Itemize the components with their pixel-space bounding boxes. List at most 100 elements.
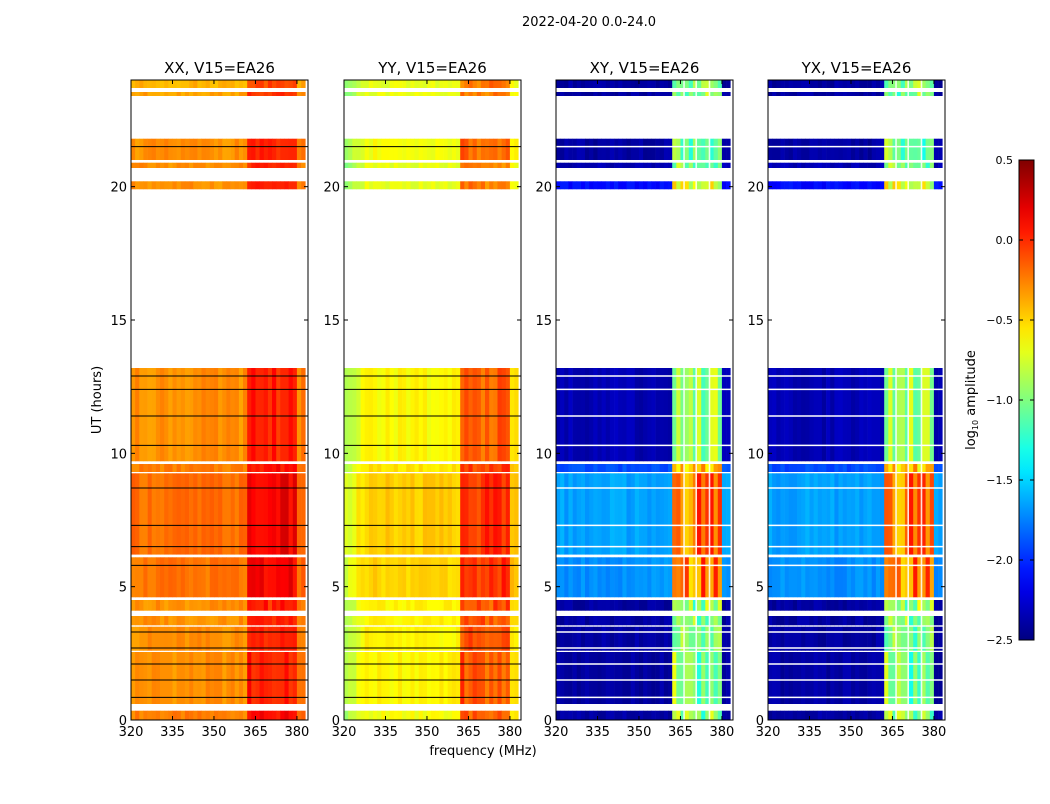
- heatmap-cell: [493, 464, 498, 472]
- heatmap-cell: [884, 92, 889, 96]
- heatmap-cell: [489, 626, 494, 651]
- heatmap-cell: [622, 710, 627, 720]
- heatmap-cell: [301, 368, 306, 462]
- heatmap-cell: [422, 626, 428, 651]
- heatmap-cell: [875, 80, 881, 88]
- heatmap-cell: [447, 600, 453, 611]
- figure-title: 2022-04-20 0.0-24.0: [522, 15, 656, 30]
- heatmap-cell: [709, 626, 714, 651]
- heatmap-cell: [659, 368, 665, 462]
- heatmap-cell: [373, 92, 378, 96]
- heatmap-cell: [688, 616, 694, 626]
- heatmap-cell: [655, 557, 661, 598]
- heatmap-cell: [168, 557, 173, 598]
- colorbar-tick-label: −2.0: [986, 554, 1013, 567]
- heatmap-cell: [251, 464, 256, 472]
- heatmap-cell: [630, 600, 636, 611]
- heatmap-cell: [464, 181, 469, 190]
- heatmap-cell: [713, 464, 719, 472]
- heatmap-cell: [680, 92, 685, 96]
- heatmap-cell: [410, 138, 415, 160]
- heatmap-cell: [572, 600, 578, 611]
- heatmap-cell: [888, 368, 893, 462]
- heatmap-cell: [360, 368, 366, 462]
- heatmap-cell: [913, 138, 918, 160]
- heatmap-cell: [792, 162, 798, 168]
- heatmap-cell: [797, 710, 802, 720]
- heatmap-cell: [929, 80, 935, 88]
- heatmap-cell: [427, 464, 432, 472]
- heatmap-cell: [846, 162, 852, 168]
- heatmap-cell: [193, 138, 198, 160]
- heatmap-cell: [476, 626, 482, 651]
- heatmap-cell: [131, 557, 136, 598]
- heatmap-cell: [456, 626, 461, 651]
- heatmap-cell: [846, 616, 852, 626]
- heatmap-cell: [925, 652, 931, 704]
- heatmap-cell: [147, 600, 153, 611]
- heatmap-cell: [431, 368, 436, 462]
- heatmap-cell: [263, 92, 269, 96]
- heatmap-cell: [630, 80, 636, 88]
- heatmap-cell: [280, 464, 285, 472]
- heatmap-cell: [180, 616, 186, 626]
- heatmap-cell: [826, 138, 831, 160]
- heatmap-cell: [468, 162, 473, 168]
- heatmap-cell: [135, 138, 140, 160]
- heatmap-cell: [348, 616, 353, 626]
- heatmap-cell: [151, 368, 157, 462]
- heatmap-cell: [792, 80, 798, 88]
- heatmap-cell: [272, 710, 277, 720]
- heatmap-cell: [925, 557, 931, 598]
- heatmap-cell: [222, 626, 227, 651]
- heatmap-cell: [556, 616, 561, 626]
- heatmap-cell: [709, 92, 714, 96]
- heatmap-cell: [439, 616, 444, 626]
- heatmap-cell: [360, 80, 366, 88]
- y-tick-label: 5: [544, 581, 552, 596]
- heatmap-cell: [913, 557, 918, 598]
- heatmap-cell: [663, 652, 669, 704]
- heatmap-cell: [427, 616, 432, 626]
- heatmap-cell: [497, 557, 502, 598]
- heatmap-cell: [368, 162, 374, 168]
- heatmap-cell: [692, 368, 698, 462]
- heatmap-cell: [792, 473, 798, 555]
- heatmap-cell: [176, 92, 182, 96]
- heatmap-cell: [209, 710, 215, 720]
- heatmap-cell: [230, 652, 236, 704]
- heatmap-cell: [560, 368, 565, 462]
- heatmap-cell: [360, 710, 366, 720]
- heatmap-cell: [480, 181, 486, 190]
- heatmap-cell: [251, 473, 256, 555]
- heatmap-cell: [888, 557, 893, 598]
- heatmap-cell: [418, 710, 424, 720]
- heatmap-cell: [838, 557, 843, 598]
- heatmap-cell: [834, 464, 839, 472]
- heatmap-cell: [688, 368, 694, 462]
- heatmap-cell: [464, 710, 469, 720]
- heatmap-cell: [888, 626, 893, 651]
- heatmap-cell: [348, 600, 353, 611]
- heatmap-cell: [655, 652, 661, 704]
- heatmap-cell: [797, 600, 802, 611]
- heatmap-cell: [622, 162, 627, 168]
- heatmap-cell: [900, 138, 906, 160]
- heatmap-cell: [717, 710, 723, 720]
- heatmap-cell: [826, 464, 831, 472]
- heatmap-cell: [900, 710, 906, 720]
- heatmap-cell: [493, 368, 498, 462]
- heatmap-cell: [892, 710, 897, 720]
- heatmap-cell: [568, 464, 573, 472]
- heatmap-cell: [464, 92, 469, 96]
- heatmap-cell: [276, 710, 281, 720]
- heatmap-cell: [655, 464, 661, 472]
- heatmap-cell: [501, 162, 507, 168]
- heatmap-cell: [247, 92, 252, 96]
- heatmap-cell: [280, 616, 285, 626]
- channel-gap: [708, 80, 711, 720]
- heatmap-cell: [846, 600, 852, 611]
- heatmap-cell: [460, 181, 465, 190]
- heatmap-cell: [344, 626, 349, 651]
- heatmap-cell: [576, 652, 582, 704]
